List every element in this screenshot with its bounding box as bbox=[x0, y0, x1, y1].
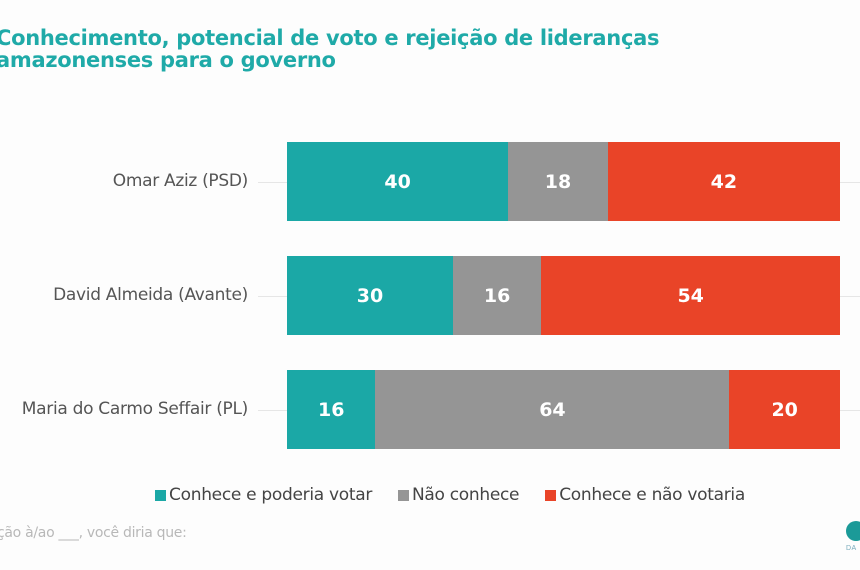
data-label: 54 bbox=[677, 284, 704, 307]
data-label: 20 bbox=[771, 398, 798, 421]
bar-segment: 64 bbox=[375, 370, 730, 449]
legend: Conhece e poderia votar Não conhece Conhec… bbox=[0, 485, 860, 505]
data-label: 16 bbox=[318, 398, 345, 421]
legend-label: Conhece e não votaria bbox=[559, 485, 745, 505]
legend-swatch bbox=[398, 489, 410, 501]
data-label: 40 bbox=[384, 170, 411, 193]
bar-segment: 20 bbox=[729, 370, 840, 449]
logo-text: DA bbox=[846, 545, 857, 552]
category-label: Omar Aziz (PSD) bbox=[112, 170, 249, 191]
logo-icon bbox=[846, 521, 860, 541]
bar-segment: 30 bbox=[287, 256, 453, 335]
bar-segment: 42 bbox=[607, 142, 840, 221]
bar-segment: 18 bbox=[508, 142, 608, 221]
legend-label: Conhece e poderia votar bbox=[169, 485, 373, 505]
legend-item: Não conhece bbox=[398, 485, 520, 505]
data-label: 30 bbox=[356, 284, 384, 307]
bar-segment: 40 bbox=[287, 142, 509, 221]
legend-swatch bbox=[545, 489, 557, 501]
category-label: David Almeida (Avante) bbox=[53, 284, 248, 305]
data-label: 64 bbox=[539, 398, 566, 421]
bar-segment: 54 bbox=[541, 256, 840, 335]
data-label: 42 bbox=[710, 170, 738, 193]
category-label: Maria do Carmo Seffair (PL) bbox=[21, 398, 249, 419]
data-label: 16 bbox=[483, 284, 511, 307]
bar-segment: 16 bbox=[452, 256, 542, 335]
legend-label: Não conhece bbox=[412, 485, 520, 505]
legend-item: Conhece e não votaria bbox=[545, 485, 745, 505]
footnote: ção à/ao ___, você diria que: bbox=[0, 525, 187, 541]
data-label: 18 bbox=[544, 170, 572, 193]
chart-title: Conhecimento, potencial de voto e rejeiç… bbox=[0, 26, 660, 72]
legend-swatch bbox=[155, 489, 167, 501]
bar-segment: 16 bbox=[287, 370, 376, 449]
legend-item: Conhece e poderia votar bbox=[155, 485, 372, 505]
